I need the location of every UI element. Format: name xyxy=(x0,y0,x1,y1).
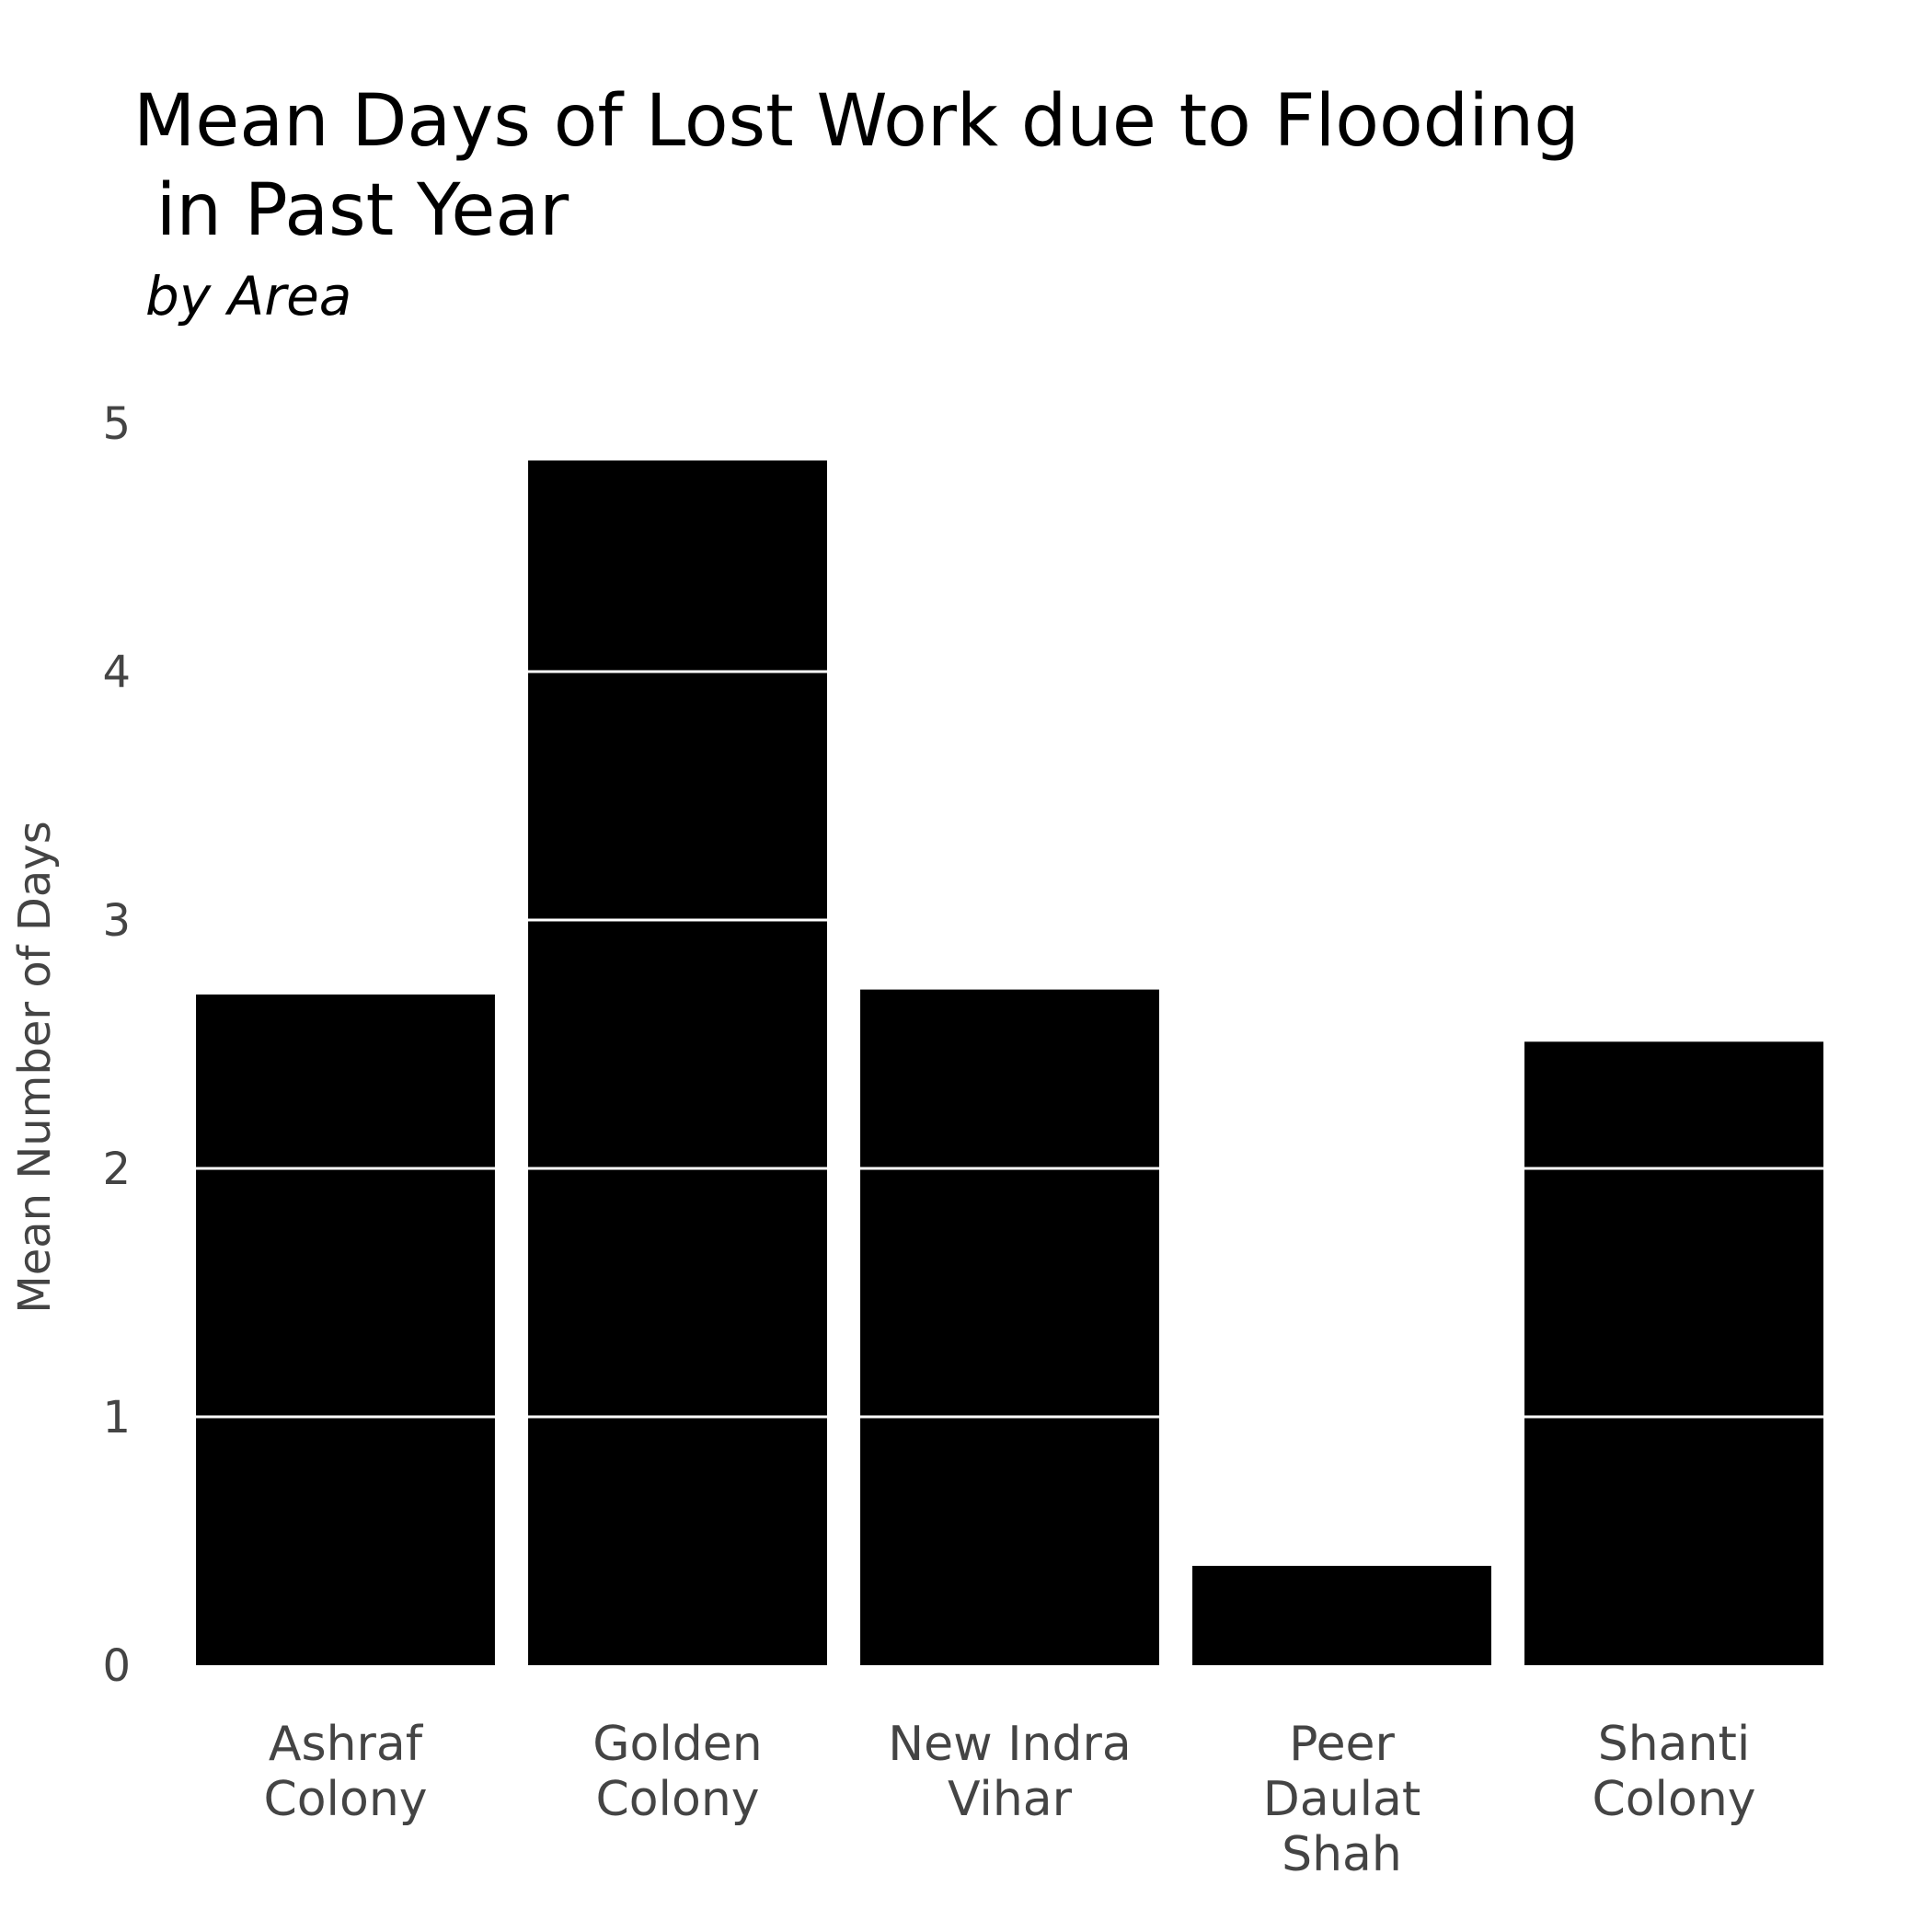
x-tick-label-line: Peer xyxy=(1289,1717,1395,1772)
y-axis-ticks: 0 1 2 3 4 5 xyxy=(102,398,131,1692)
chart-title-line-2: in Past Year xyxy=(133,169,569,252)
x-tick-label-line: Colony xyxy=(1592,1772,1755,1827)
x-tick-label-line: Shanti xyxy=(1598,1717,1751,1772)
x-tick-label-line: Daulat xyxy=(1263,1772,1421,1827)
x-tick-label: New Indra Vihar xyxy=(888,1717,1132,1827)
y-tick-label: 5 xyxy=(102,398,131,450)
y-axis-label: Mean Number of Days xyxy=(9,821,61,1313)
bar xyxy=(860,989,1159,1665)
chart-title-line-1: Mean Days of Lost Work due to Flooding xyxy=(133,80,1580,163)
x-tick-label: Golden Colony xyxy=(592,1717,763,1827)
x-tick-label-line: New Indra xyxy=(888,1717,1132,1772)
x-tick-label: Peer Daulat Shah xyxy=(1263,1717,1421,1882)
y-tick-label: 4 xyxy=(102,647,131,698)
y-tick-label: 3 xyxy=(102,895,131,947)
x-tick-label: Ashraf Colony xyxy=(263,1717,427,1827)
y-tick-label: 0 xyxy=(102,1640,131,1692)
bar xyxy=(1524,1041,1823,1665)
x-tick-label-line: Vihar xyxy=(948,1772,1073,1827)
x-tick-label-line: Ashraf xyxy=(269,1717,424,1772)
x-tick-label-line: Colony xyxy=(263,1772,427,1827)
bars xyxy=(196,460,1823,1665)
chart-title: Mean Days of Lost Work due to Flooding i… xyxy=(133,80,1580,252)
y-tick-label: 1 xyxy=(102,1392,131,1443)
bar xyxy=(196,995,495,1665)
x-tick-label-line: Colony xyxy=(595,1772,759,1827)
x-tick-label-line: Golden xyxy=(592,1717,763,1772)
x-tick-label: Shanti Colony xyxy=(1592,1717,1755,1827)
gridlines xyxy=(179,670,1840,1419)
y-tick-label: 2 xyxy=(102,1144,131,1195)
bar xyxy=(1192,1566,1491,1665)
chart-subtitle: by Area xyxy=(145,265,351,328)
bar xyxy=(528,460,827,1665)
x-tick-label-line: Shah xyxy=(1282,1827,1402,1882)
